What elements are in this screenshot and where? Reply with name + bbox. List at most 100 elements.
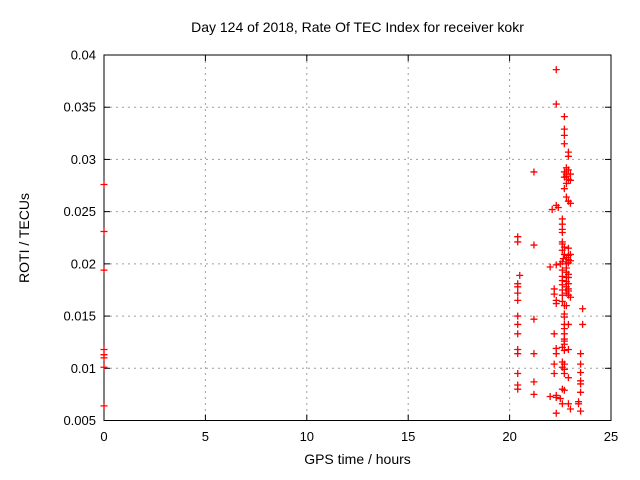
data-point-marker [530, 315, 538, 323]
data-point-marker [514, 350, 522, 358]
data-point-marker [560, 185, 568, 193]
data-point-marker [577, 380, 585, 388]
data-point-marker [564, 166, 572, 174]
y-tick-label: 0.04 [71, 48, 96, 63]
data-point-marker [100, 354, 108, 362]
data-point-marker [566, 405, 574, 413]
data-point-marker [100, 180, 108, 188]
data-point-marker [530, 378, 538, 386]
x-tick-label: 20 [502, 429, 516, 444]
data-point-marker [514, 312, 522, 320]
data-point-marker [564, 244, 572, 252]
data-point-marker [564, 374, 572, 382]
y-tick-label: 0.01 [71, 361, 96, 376]
data-point-marker [562, 193, 570, 201]
y-tick-label: 0.035 [63, 100, 96, 115]
data-point-marker [514, 238, 522, 246]
data-point-marker [514, 330, 522, 338]
data-point-marker [556, 260, 564, 268]
data-point-marker [560, 140, 568, 148]
data-point-marker [566, 293, 574, 301]
x-tick-label: 15 [401, 429, 415, 444]
y-tick-label: 0.025 [63, 204, 96, 219]
x-tick-label: 0 [100, 429, 107, 444]
data-point-marker [550, 360, 558, 368]
data-point-marker [564, 400, 572, 408]
data-point-marker [560, 131, 568, 139]
data-point-marker [566, 176, 574, 184]
data-point-marker [560, 313, 568, 321]
data-point-marker [552, 66, 560, 74]
data-point-marker [552, 350, 560, 358]
data-point-marker [566, 199, 574, 207]
data-point-marker [577, 388, 585, 396]
data-point-marker [566, 170, 574, 178]
data-point-marker [100, 363, 108, 371]
data-point-marker [530, 390, 538, 398]
y-tick-label: 0.015 [63, 309, 96, 324]
data-point-marker [514, 283, 522, 291]
y-axis-label: ROTI / TECUs [16, 193, 32, 283]
data-point-marker [100, 227, 108, 235]
data-point-marker [548, 206, 556, 214]
data-point-marker [560, 125, 568, 133]
data-point-marker [552, 261, 560, 269]
data-point-marker [514, 320, 522, 328]
data-point-marker [558, 400, 566, 408]
data-point-marker [560, 347, 568, 355]
data-point-marker [558, 291, 566, 299]
x-tick-label: 25 [604, 429, 618, 444]
data-point-marker [550, 370, 558, 378]
data-point-marker [564, 320, 572, 328]
data-point-marker [577, 407, 585, 415]
data-point-marker [577, 360, 585, 368]
data-point-marker [100, 266, 108, 274]
y-tick-label: 0.005 [63, 413, 96, 428]
y-tick-label: 0.02 [71, 256, 96, 271]
data-point-marker [554, 203, 562, 211]
data-point-marker [579, 305, 587, 313]
data-point-marker [530, 241, 538, 249]
data-point-marker [558, 266, 566, 274]
data-point-marker [560, 173, 568, 181]
data-point-marker [550, 290, 558, 298]
data-point-marker [100, 402, 108, 410]
data-point-marker [556, 395, 564, 403]
data-point-marker [514, 289, 522, 297]
data-point-marker [552, 394, 560, 402]
data-point-marker [562, 179, 570, 187]
data-point-marker [562, 302, 570, 310]
x-tick-label: 10 [300, 429, 314, 444]
data-point-marker [559, 255, 567, 263]
data-point-marker [577, 368, 585, 376]
data-point-marker [560, 386, 568, 394]
chart-title: Day 124 of 2018, Rate Of TEC Index for r… [191, 19, 524, 35]
data-point-marker [514, 385, 522, 393]
data-point-marker [546, 392, 554, 400]
data-point-marker [552, 409, 560, 417]
data-point-marker [550, 330, 558, 338]
data-point-marker [560, 113, 568, 121]
x-tick-label: 5 [202, 429, 209, 444]
data-point-marker [516, 271, 524, 279]
data-point-marker [579, 320, 587, 328]
data-point-marker [564, 259, 572, 267]
data-point-marker [577, 350, 585, 358]
data-point-marker [575, 400, 583, 408]
data-point-marker [564, 152, 572, 160]
data-point-marker [560, 370, 568, 378]
data-point-marker [530, 168, 538, 176]
data-point-marker [552, 300, 560, 308]
data-point-marker [546, 263, 554, 271]
data-point-marker [558, 297, 566, 305]
data-point-marker [514, 370, 522, 378]
data-point-marker [552, 100, 560, 108]
y-tick-label: 0.03 [71, 152, 96, 167]
data-point-marker [564, 273, 572, 281]
plot-border [103, 54, 612, 421]
data-point-marker [564, 345, 572, 353]
x-axis-label: GPS time / hours [304, 451, 411, 467]
data-point-marker [530, 350, 538, 358]
data-point-marker [558, 229, 566, 237]
